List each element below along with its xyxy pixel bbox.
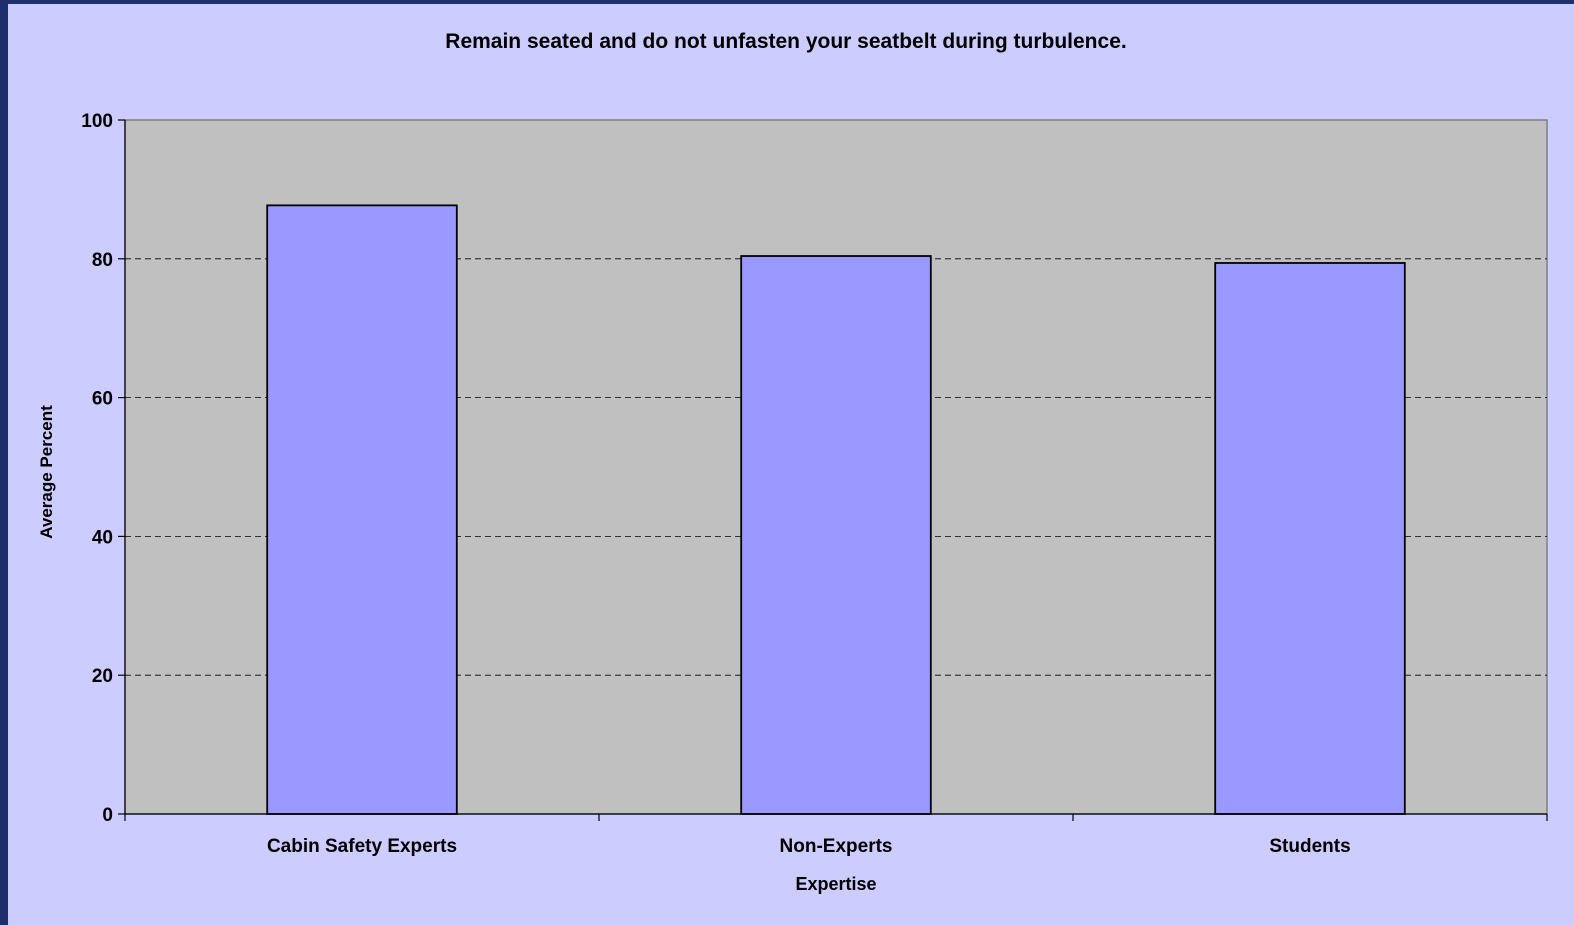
bar — [740, 255, 932, 815]
bar-chart: Remain seated and do not unfasten your s… — [37, 30, 1548, 894]
x-tick-label: Cabin Safety Experts — [267, 836, 457, 857]
y-tick-label: 20 — [92, 666, 113, 687]
bar — [1214, 262, 1406, 815]
x-axis-label: Expertise — [795, 874, 876, 894]
bar — [266, 204, 458, 815]
y-ticks: 0 20 40 60 80 100 — [81, 111, 125, 826]
chart-area: Remain seated and do not unfasten your s… — [8, 4, 1574, 925]
y-tick-label: 80 — [92, 250, 113, 271]
chart-title: Remain seated and do not unfasten your s… — [445, 30, 1126, 53]
y-axis-label: Average Percent — [37, 405, 56, 539]
x-ticks: Cabin Safety Experts Non-Experts Students — [124, 814, 1548, 857]
y-tick-label: 40 — [92, 527, 113, 548]
y-tick-label: 60 — [92, 389, 113, 410]
x-tick-label: Students — [1269, 836, 1350, 857]
y-tick-label: 0 — [102, 805, 113, 826]
x-tick-label: Non-Experts — [780, 836, 893, 857]
y-tick-label: 100 — [81, 111, 113, 132]
bars — [266, 204, 1406, 815]
